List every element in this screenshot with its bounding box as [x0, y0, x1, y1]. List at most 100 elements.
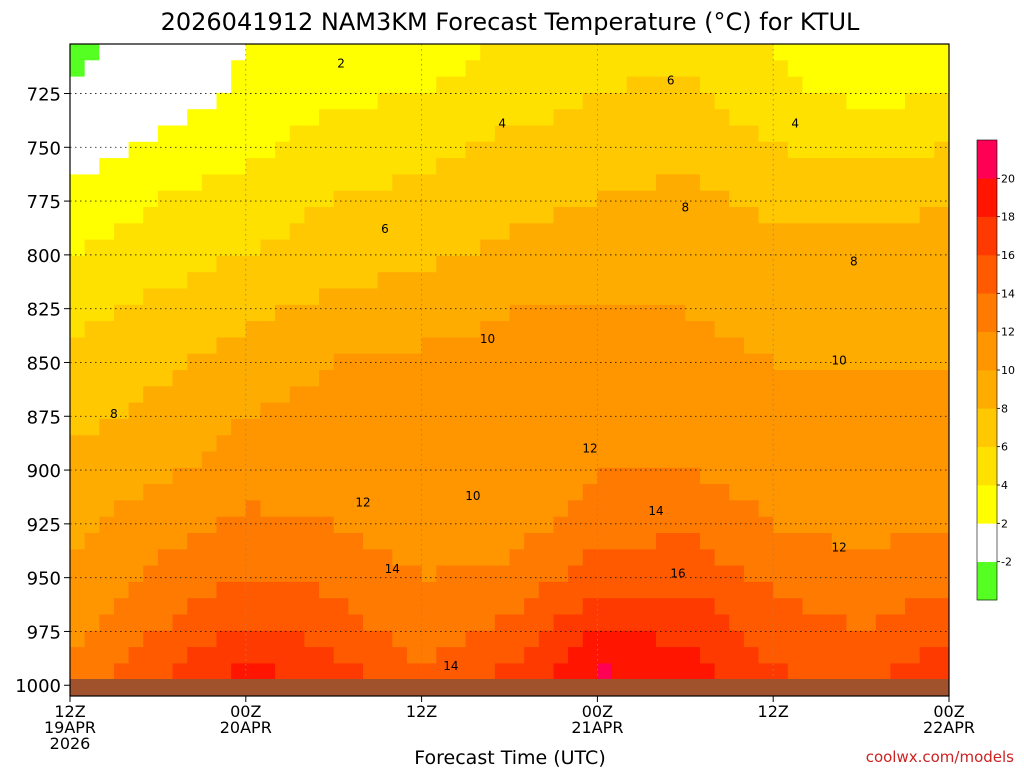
heat-cell	[758, 207, 774, 224]
heat-cell	[699, 516, 716, 534]
heat-cell	[568, 125, 584, 143]
heat-cell	[524, 321, 540, 338]
heat-cell	[113, 614, 130, 632]
heat-cell	[861, 288, 877, 306]
heat-cell	[626, 353, 642, 371]
heat-cell	[201, 516, 218, 534]
heat-cell	[553, 533, 569, 550]
heat-cell	[304, 158, 320, 175]
heat-cell	[787, 304, 804, 322]
heat-cell	[319, 370, 335, 387]
heat-cell	[626, 370, 642, 387]
heat-cell	[538, 60, 555, 78]
heat-cell	[538, 76, 555, 94]
heat-cell	[861, 223, 877, 241]
heat-cell	[861, 402, 877, 420]
heat-cell	[436, 663, 452, 681]
heat-cell	[758, 304, 774, 322]
heat-cell	[231, 516, 247, 534]
heat-cell	[363, 581, 379, 599]
heat-cell	[216, 581, 232, 599]
heat-cell	[187, 60, 203, 78]
heat-cell	[421, 321, 437, 338]
heat-cell	[831, 533, 848, 550]
heat-cell	[436, 141, 452, 159]
heat-cell	[934, 223, 949, 241]
heat-cell	[201, 614, 218, 632]
heat-cell	[392, 549, 408, 567]
heat-cell	[143, 223, 159, 241]
heat-cell	[231, 565, 247, 583]
heat-cell	[685, 223, 701, 241]
heat-cell	[743, 207, 760, 224]
heat-cell	[758, 467, 774, 485]
heat-cell	[245, 484, 262, 501]
heat-cell	[905, 370, 921, 387]
heat-cell	[919, 239, 935, 257]
heat-cell	[260, 321, 276, 338]
heat-cell	[363, 272, 379, 290]
heat-cell	[743, 598, 760, 616]
heat-cell	[905, 207, 921, 224]
heat-cell	[743, 239, 760, 257]
heat-cell	[773, 484, 789, 501]
heat-cell	[201, 647, 218, 664]
heat-cell	[113, 174, 130, 192]
heat-cell	[787, 402, 804, 420]
heat-cell	[406, 533, 423, 550]
heat-cell	[143, 386, 159, 404]
heat-cell	[685, 647, 701, 664]
heat-cell	[656, 533, 672, 550]
credit-text: coolwx.com/models	[866, 748, 1014, 766]
heat-cell	[743, 435, 760, 453]
heat-cell	[260, 190, 276, 208]
heat-cell	[919, 60, 935, 78]
heat-cell	[773, 647, 789, 664]
heat-cell	[919, 76, 935, 94]
heat-cell	[363, 304, 379, 322]
heat-cell	[113, 467, 130, 485]
heat-cell	[392, 272, 408, 290]
heat-cell	[656, 435, 672, 453]
heat-cell	[143, 76, 159, 94]
heat-cell	[538, 533, 555, 550]
heat-cell	[201, 581, 218, 599]
heat-cell	[392, 44, 408, 61]
heat-cell	[392, 435, 408, 453]
heat-cell	[260, 418, 276, 436]
heat-cell	[70, 549, 86, 567]
heat-cell	[377, 125, 393, 143]
heat-cell	[143, 207, 159, 224]
heat-cell	[128, 44, 144, 61]
heat-cell	[348, 125, 364, 143]
heat-cell	[656, 60, 672, 78]
heat-cell	[436, 484, 452, 501]
heat-cell	[450, 647, 467, 664]
heat-cell	[553, 321, 569, 338]
heat-cell	[377, 223, 393, 241]
heat-cell	[143, 549, 159, 567]
heat-cell	[685, 386, 701, 404]
heat-cell	[99, 549, 115, 567]
heat-cell	[758, 484, 774, 501]
heat-cell	[304, 386, 320, 404]
heat-cell	[450, 158, 467, 175]
heat-cell	[758, 516, 774, 534]
contour-label: 10	[480, 332, 495, 346]
heat-cell	[817, 337, 833, 355]
heat-cell	[714, 500, 730, 518]
heat-cell	[656, 467, 672, 485]
heat-cell	[773, 190, 789, 208]
heat-cell	[157, 92, 174, 110]
heat-cell	[348, 239, 364, 257]
heat-cell	[597, 467, 613, 485]
heat-cell	[70, 402, 86, 420]
heat-cell	[699, 190, 716, 208]
heat-cell	[802, 158, 818, 175]
contour-label: 8	[110, 407, 118, 421]
heat-cell	[802, 549, 818, 567]
heat-cell	[465, 304, 481, 322]
heat-cell	[70, 304, 86, 322]
heat-cell	[333, 500, 349, 518]
